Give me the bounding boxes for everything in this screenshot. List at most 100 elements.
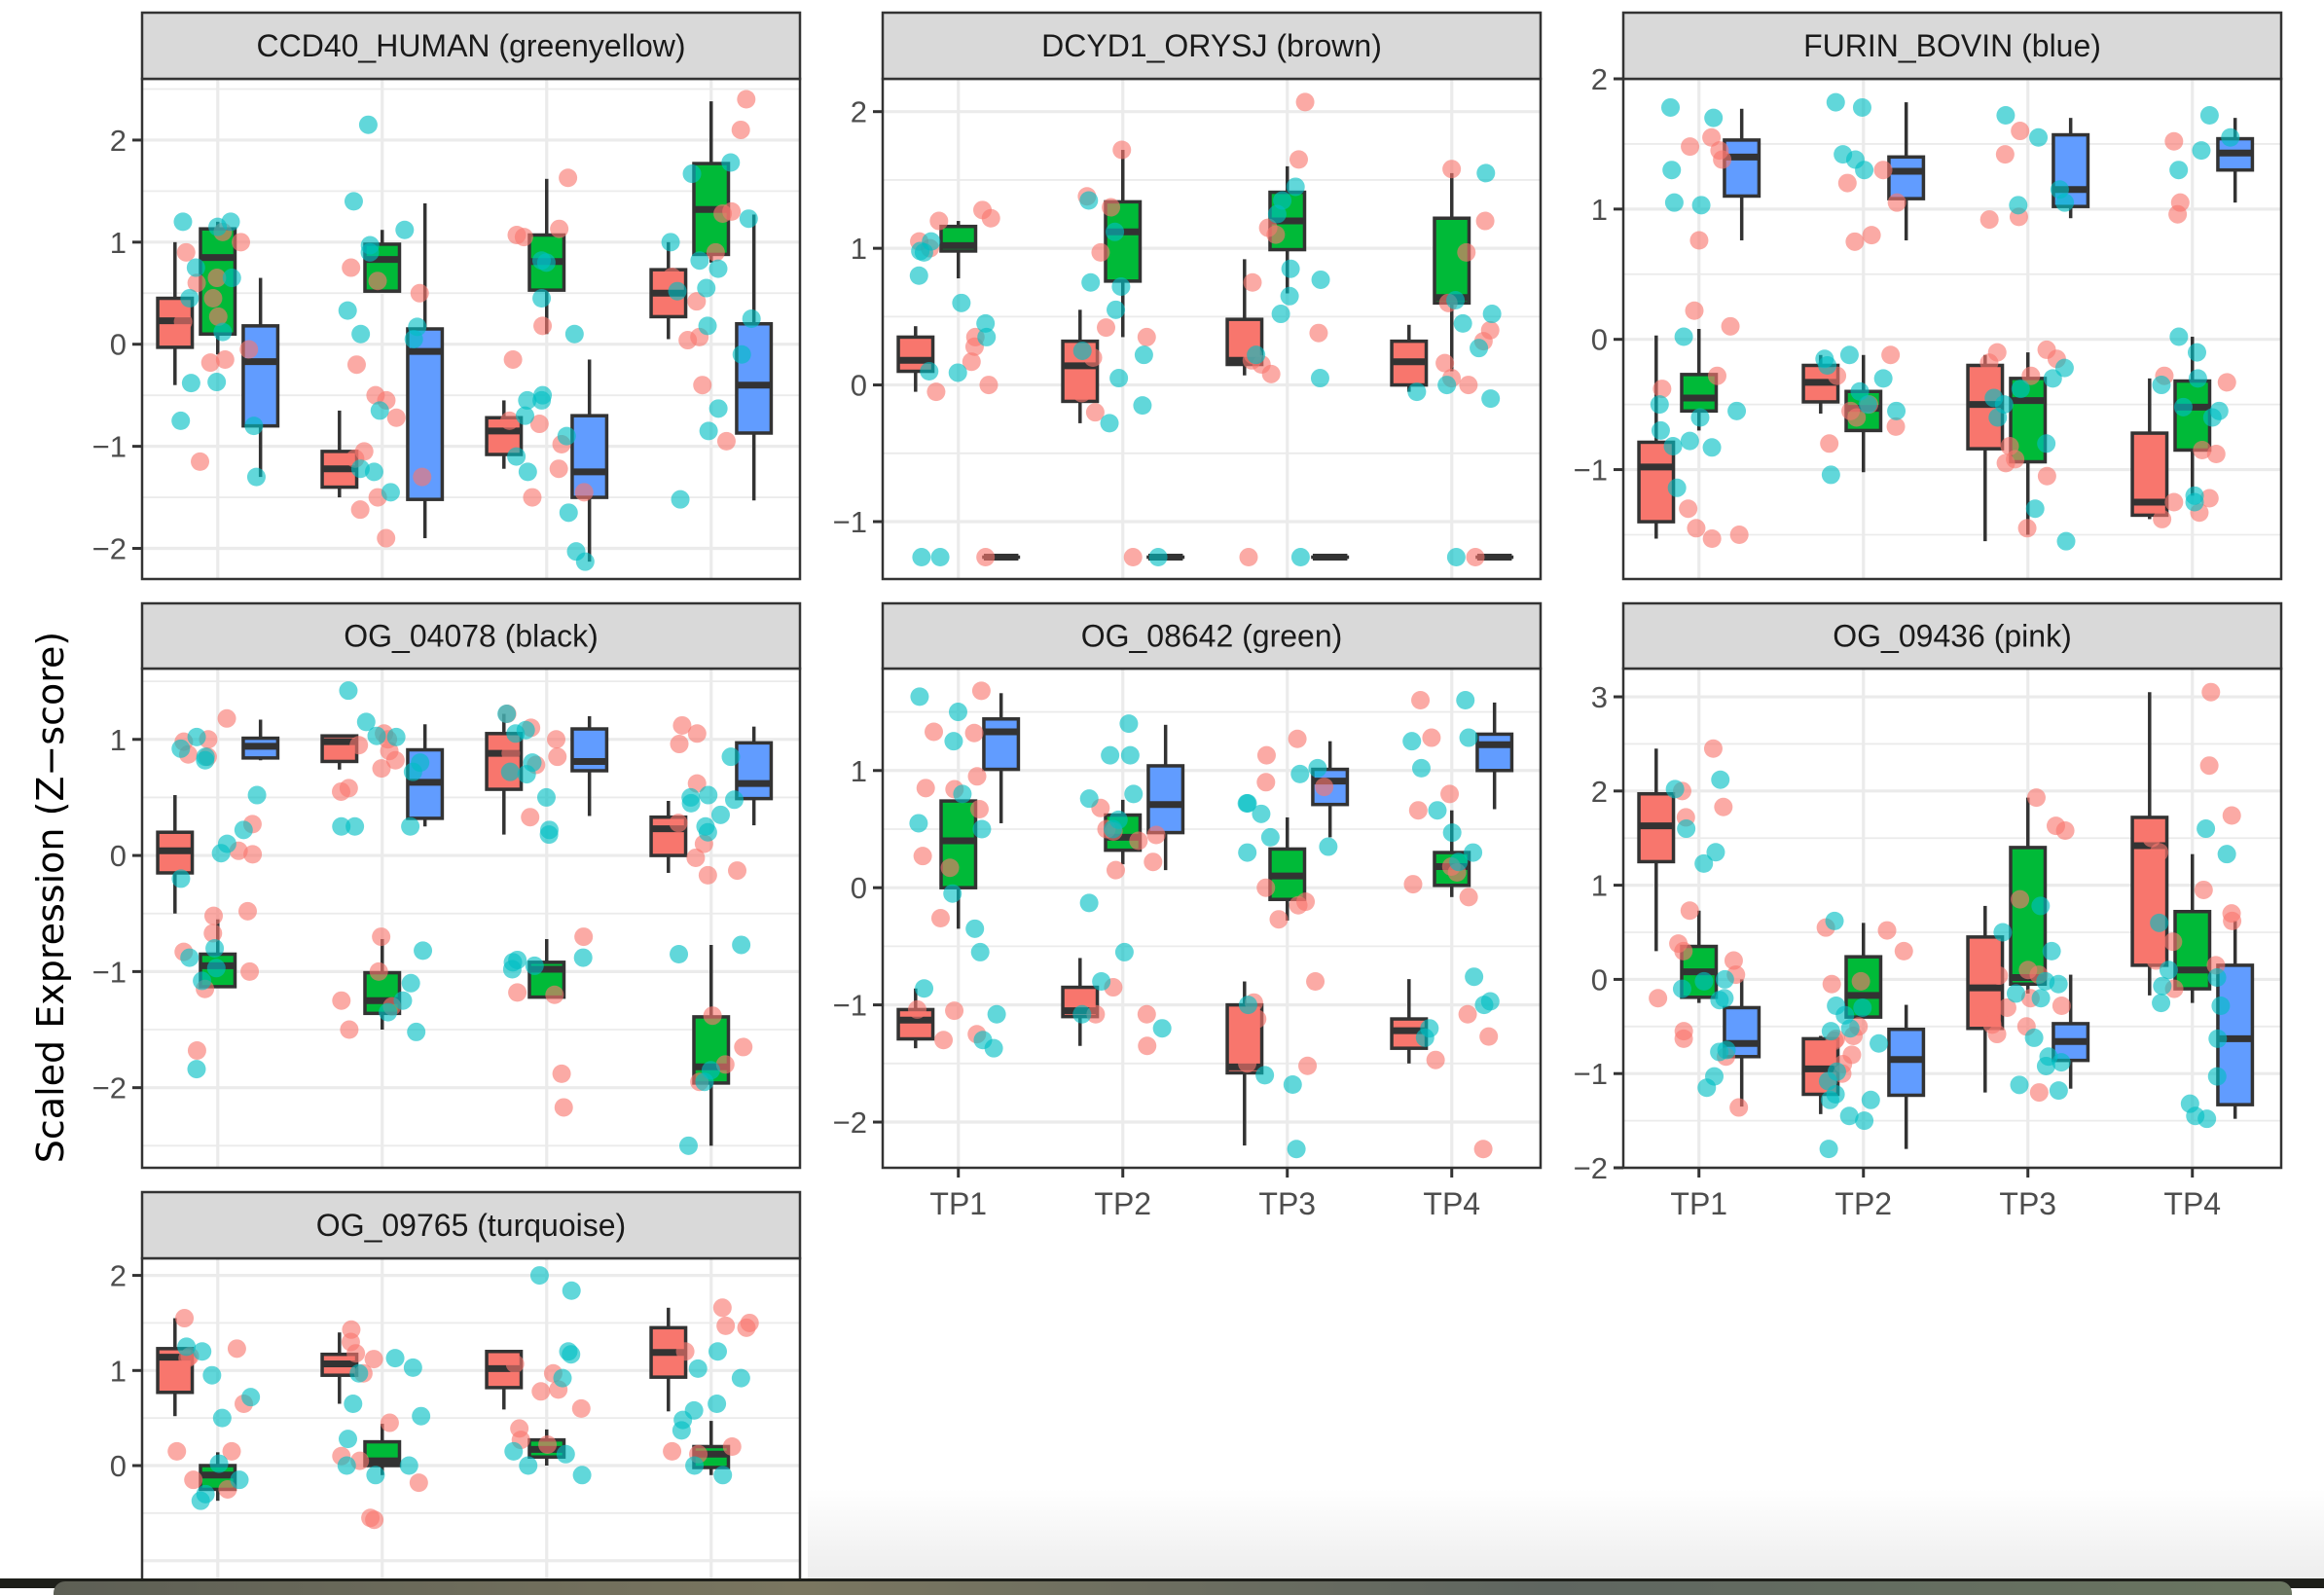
- data-point-cyan: [1690, 409, 1709, 427]
- data-point-cyan: [1119, 714, 1138, 733]
- data-point-cyan: [381, 483, 400, 501]
- data-point-red: [1652, 380, 1671, 398]
- data-point-red: [1686, 302, 1704, 320]
- data-point-red: [411, 284, 429, 303]
- data-point-cyan: [1988, 409, 2007, 427]
- data-point-red: [531, 1382, 550, 1400]
- data-point-red: [914, 847, 932, 865]
- data-point-red: [1315, 778, 1333, 796]
- data-point-cyan: [562, 1345, 580, 1363]
- data-point-red: [1838, 174, 1857, 193]
- data-point-cyan: [1694, 854, 1713, 873]
- data-point-cyan: [672, 1421, 691, 1439]
- data-point-red: [381, 1414, 399, 1432]
- data-point-cyan: [519, 462, 537, 481]
- data-point-cyan: [2208, 1068, 2227, 1086]
- data-point-red: [663, 1442, 681, 1461]
- data-point-red: [732, 121, 750, 139]
- data-point-cyan: [1101, 746, 1119, 765]
- data-point-cyan: [1121, 746, 1140, 765]
- data-point-cyan: [404, 1359, 422, 1377]
- data-point-red: [340, 1021, 358, 1039]
- data-point-red: [734, 1037, 752, 1056]
- data-point-cyan: [540, 825, 559, 844]
- y-tick-label: 2: [110, 124, 127, 158]
- data-point-red: [1091, 243, 1109, 262]
- data-point-cyan: [1822, 1022, 1840, 1040]
- data-point-red: [1238, 1054, 1256, 1072]
- data-point-cyan: [1694, 972, 1713, 991]
- panel-background: [883, 669, 1541, 1168]
- dock[interactable]: [54, 1581, 2292, 1595]
- data-point-red: [670, 814, 688, 832]
- data-point-red: [1296, 92, 1315, 111]
- data-point-cyan: [1474, 996, 1493, 1014]
- data-point-cyan: [972, 819, 991, 838]
- data-point-cyan: [338, 1457, 356, 1475]
- data-point-cyan: [1446, 291, 1465, 309]
- data-point-cyan: [414, 941, 432, 960]
- data-point-cyan: [915, 979, 933, 997]
- data-point-red: [523, 489, 541, 507]
- box-group-1: [1639, 442, 1673, 522]
- data-point-cyan: [1826, 912, 1844, 930]
- data-point-red: [1881, 345, 1900, 364]
- data-point-cyan: [1284, 1075, 1302, 1094]
- data-point-red: [1298, 1057, 1317, 1075]
- data-point-red: [377, 529, 395, 548]
- data-point-cyan: [1288, 1140, 1306, 1158]
- data-point-red: [501, 744, 520, 763]
- data-point-cyan: [1282, 260, 1300, 278]
- data-point-red: [908, 1000, 926, 1019]
- y-tick-label: 0: [1591, 962, 1608, 997]
- data-point-red: [1309, 324, 1327, 343]
- y-tick-label: 0: [851, 871, 867, 905]
- data-point-red: [1730, 526, 1749, 544]
- data-point-cyan: [371, 401, 389, 419]
- data-point-red: [1144, 852, 1162, 871]
- data-point-cyan: [1666, 779, 1685, 798]
- data-point-cyan: [405, 330, 423, 348]
- data-point-cyan: [244, 417, 263, 435]
- data-point-cyan: [188, 728, 206, 746]
- data-point-cyan: [985, 1039, 1003, 1058]
- data-point-red: [365, 1510, 383, 1529]
- data-point-cyan: [173, 212, 192, 231]
- data-point-red: [239, 340, 258, 358]
- x-tick-label: TP2: [1834, 1186, 1892, 1221]
- data-point-red: [1823, 975, 1841, 994]
- data-point-cyan: [248, 786, 267, 805]
- data-point-red: [1427, 1051, 1445, 1069]
- data-point-cyan: [1692, 196, 1711, 214]
- data-point-red: [728, 861, 746, 880]
- data-point-red: [2150, 843, 2168, 861]
- data-point-red: [2018, 519, 2037, 537]
- bottom-fade-overlay: [808, 1489, 2324, 1578]
- data-point-red: [167, 1442, 186, 1461]
- data-point-red: [174, 312, 193, 331]
- data-point-cyan: [910, 687, 928, 706]
- data-point-cyan: [679, 1137, 698, 1155]
- data-point-cyan: [1268, 205, 1287, 224]
- data-point-cyan: [518, 765, 536, 783]
- data-point-cyan: [366, 1466, 384, 1484]
- y-tick-label: −1: [1574, 1057, 1608, 1091]
- data-point-cyan: [732, 935, 750, 954]
- data-point-cyan: [210, 1455, 229, 1473]
- data-point-cyan: [965, 920, 984, 938]
- data-point-cyan: [2169, 328, 2188, 346]
- data-point-cyan: [412, 1407, 430, 1426]
- data-point-cyan: [1079, 191, 1098, 209]
- data-point-cyan: [1651, 395, 1669, 414]
- data-point-cyan: [2012, 380, 2030, 398]
- data-point-cyan: [1104, 819, 1122, 838]
- data-point-red: [2052, 997, 2071, 1015]
- data-point-red: [1681, 901, 1699, 920]
- data-point-cyan: [558, 427, 576, 446]
- data-point-cyan: [1272, 305, 1290, 323]
- y-tick-label: 1: [1591, 869, 1608, 903]
- y-tick-label: 0: [1591, 323, 1608, 357]
- data-point-cyan: [708, 260, 727, 278]
